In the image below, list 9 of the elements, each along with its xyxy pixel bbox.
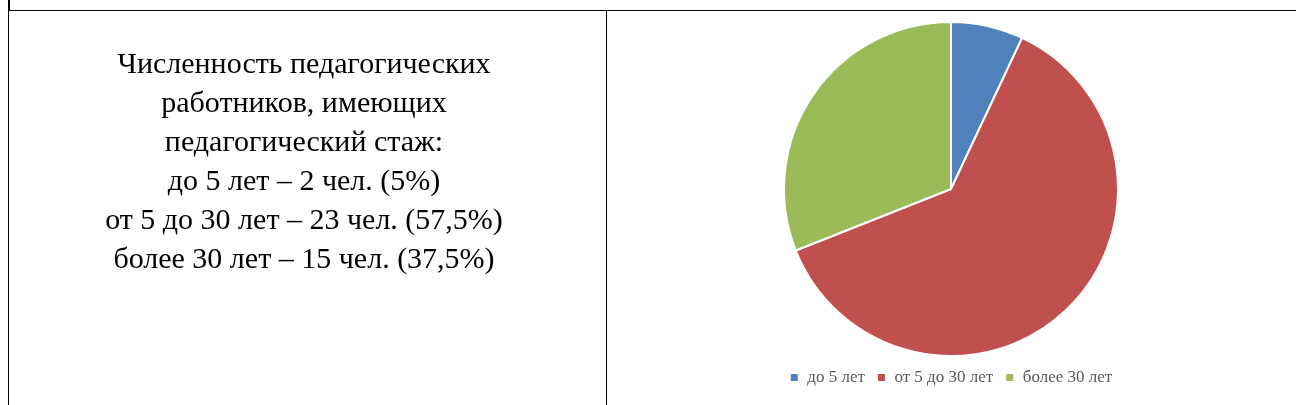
text: до 5 лет – 2 чел. (5%) xyxy=(166,162,442,198)
text: Численность педагогических xyxy=(116,45,492,81)
text: более 30 лет – 15 чел. (37,5%) xyxy=(112,240,496,276)
legend-label: до 5 лет xyxy=(807,366,866,386)
text: работников, имеющих xyxy=(160,84,448,120)
text: от 5 до 30 лет – 23 чел. (57,5%) xyxy=(104,201,504,237)
legend-label: более 30 лет xyxy=(1022,366,1113,386)
legend-label: от 5 до 30 лет xyxy=(894,366,994,386)
text: педагогический стаж: xyxy=(163,123,445,159)
